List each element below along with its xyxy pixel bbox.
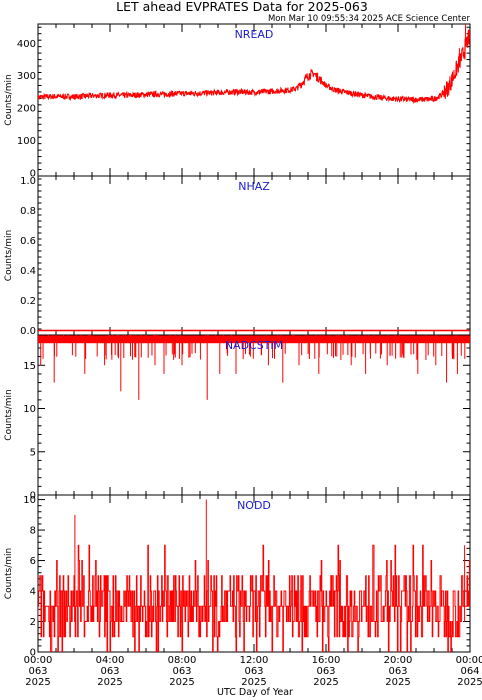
panel-nodd: 0 2 4 6 8 10 Counts/min NODD [4, 494, 471, 659]
plot-panels: 0100200300400Counts/minNREAD0.00.20.40.6… [4, 23, 482, 688]
y-tick-label: 4 [30, 587, 36, 598]
y-tick-label: 400 [17, 39, 36, 50]
data-layer [38, 24, 470, 105]
x-tick-label-line: 063 [316, 666, 335, 677]
panel-title: NREAD [235, 28, 274, 41]
x-tick-label-line: 00:00 [24, 655, 53, 666]
y-tick-label: 0.0 [20, 326, 36, 337]
y-tick-label: 0 [30, 491, 36, 502]
x-tick-label-line: 00:00 [456, 655, 482, 666]
x-tick-label-line: 064 [460, 666, 479, 677]
x-tick-label-line: 2025 [313, 677, 338, 688]
x-tick-label-line: 08:00 [168, 655, 197, 666]
series-band [38, 335, 470, 344]
panel-title: NODD [237, 499, 271, 512]
y-tick-label: 15 [23, 361, 36, 372]
generation-timestamp: Mon Mar 10 09:55:34 2025 ACE Science Cen… [268, 14, 471, 24]
plot-frame [37, 334, 471, 496]
y-axis-label: Counts/min [4, 389, 14, 440]
y-tick-label: 200 [17, 104, 36, 115]
series-line [38, 499, 470, 652]
x-tick-label-line: 063 [172, 666, 191, 677]
x-tick-label-line: 16:00 [312, 655, 341, 666]
y-tick-label: 0.4 [20, 266, 36, 277]
plot-frame [37, 175, 471, 336]
y-tick-label: 6 [30, 556, 36, 567]
x-tick-label-line: 04:00 [96, 655, 125, 666]
y-tick-label: 100 [17, 136, 36, 147]
panel-nhaz: 0.0 0.2 0.4 0.6 0.8 1.0 Counts/min NHAZ [4, 175, 471, 337]
x-tick-label-line: 2025 [97, 677, 122, 688]
x-axis-label: UTC Day of Year [217, 687, 293, 698]
y-axis-label: Counts/min [4, 230, 14, 281]
x-tick-label-line: 2025 [25, 677, 50, 688]
panel-title: NHAZ [238, 180, 270, 193]
x-tick-label-line: 2025 [457, 677, 482, 688]
y-tick-label: 0.6 [20, 236, 36, 247]
x-tick-label-line: 063 [28, 666, 47, 677]
x-tick-label-line: 063 [388, 666, 407, 677]
series-line [38, 24, 470, 105]
y-tick-label: 10 [23, 404, 36, 415]
x-tick-label-line: 2025 [241, 677, 266, 688]
y-axis-label: Counts/min [4, 548, 14, 599]
figure-title: LET ahead EVPRATES Data for 2025-063 [116, 0, 368, 14]
y-tick-label: 10 [23, 495, 36, 506]
y-tick-label: 0 [30, 168, 36, 179]
y-tick-label: 0 [30, 648, 36, 659]
y-tick-label: 5 [30, 447, 36, 458]
panel-title: NADCSTIM [225, 339, 283, 352]
plot-frame [37, 494, 471, 653]
x-tick-label-line: 12:00 [240, 655, 269, 666]
y-tick-label: 0.8 [20, 206, 36, 217]
y-tick-label: 1.0 [20, 176, 36, 187]
y-axis-label: Counts/min [4, 74, 14, 125]
panel-nadcstim: 0 5 10 15 Counts/min NADCSTIM [4, 334, 471, 502]
data-layer [38, 499, 470, 652]
x-tick-label-line: 2025 [385, 677, 410, 688]
panel-nread: 0 100 200 300 400 Counts/min NREAD [4, 23, 471, 179]
y-tick-label: 8 [30, 526, 36, 537]
y-tick-label: 2 [30, 617, 36, 628]
x-tick-label-line: 2025 [169, 677, 194, 688]
data-layer [38, 335, 470, 400]
x-tick-label-line: 063 [100, 666, 119, 677]
y-tick-label: 0.2 [20, 296, 36, 307]
x-tick-label-line: 063 [244, 666, 263, 677]
x-tick-label-line: 20:00 [384, 655, 413, 666]
y-tick-label: 300 [17, 71, 36, 82]
series-line [40, 335, 466, 400]
